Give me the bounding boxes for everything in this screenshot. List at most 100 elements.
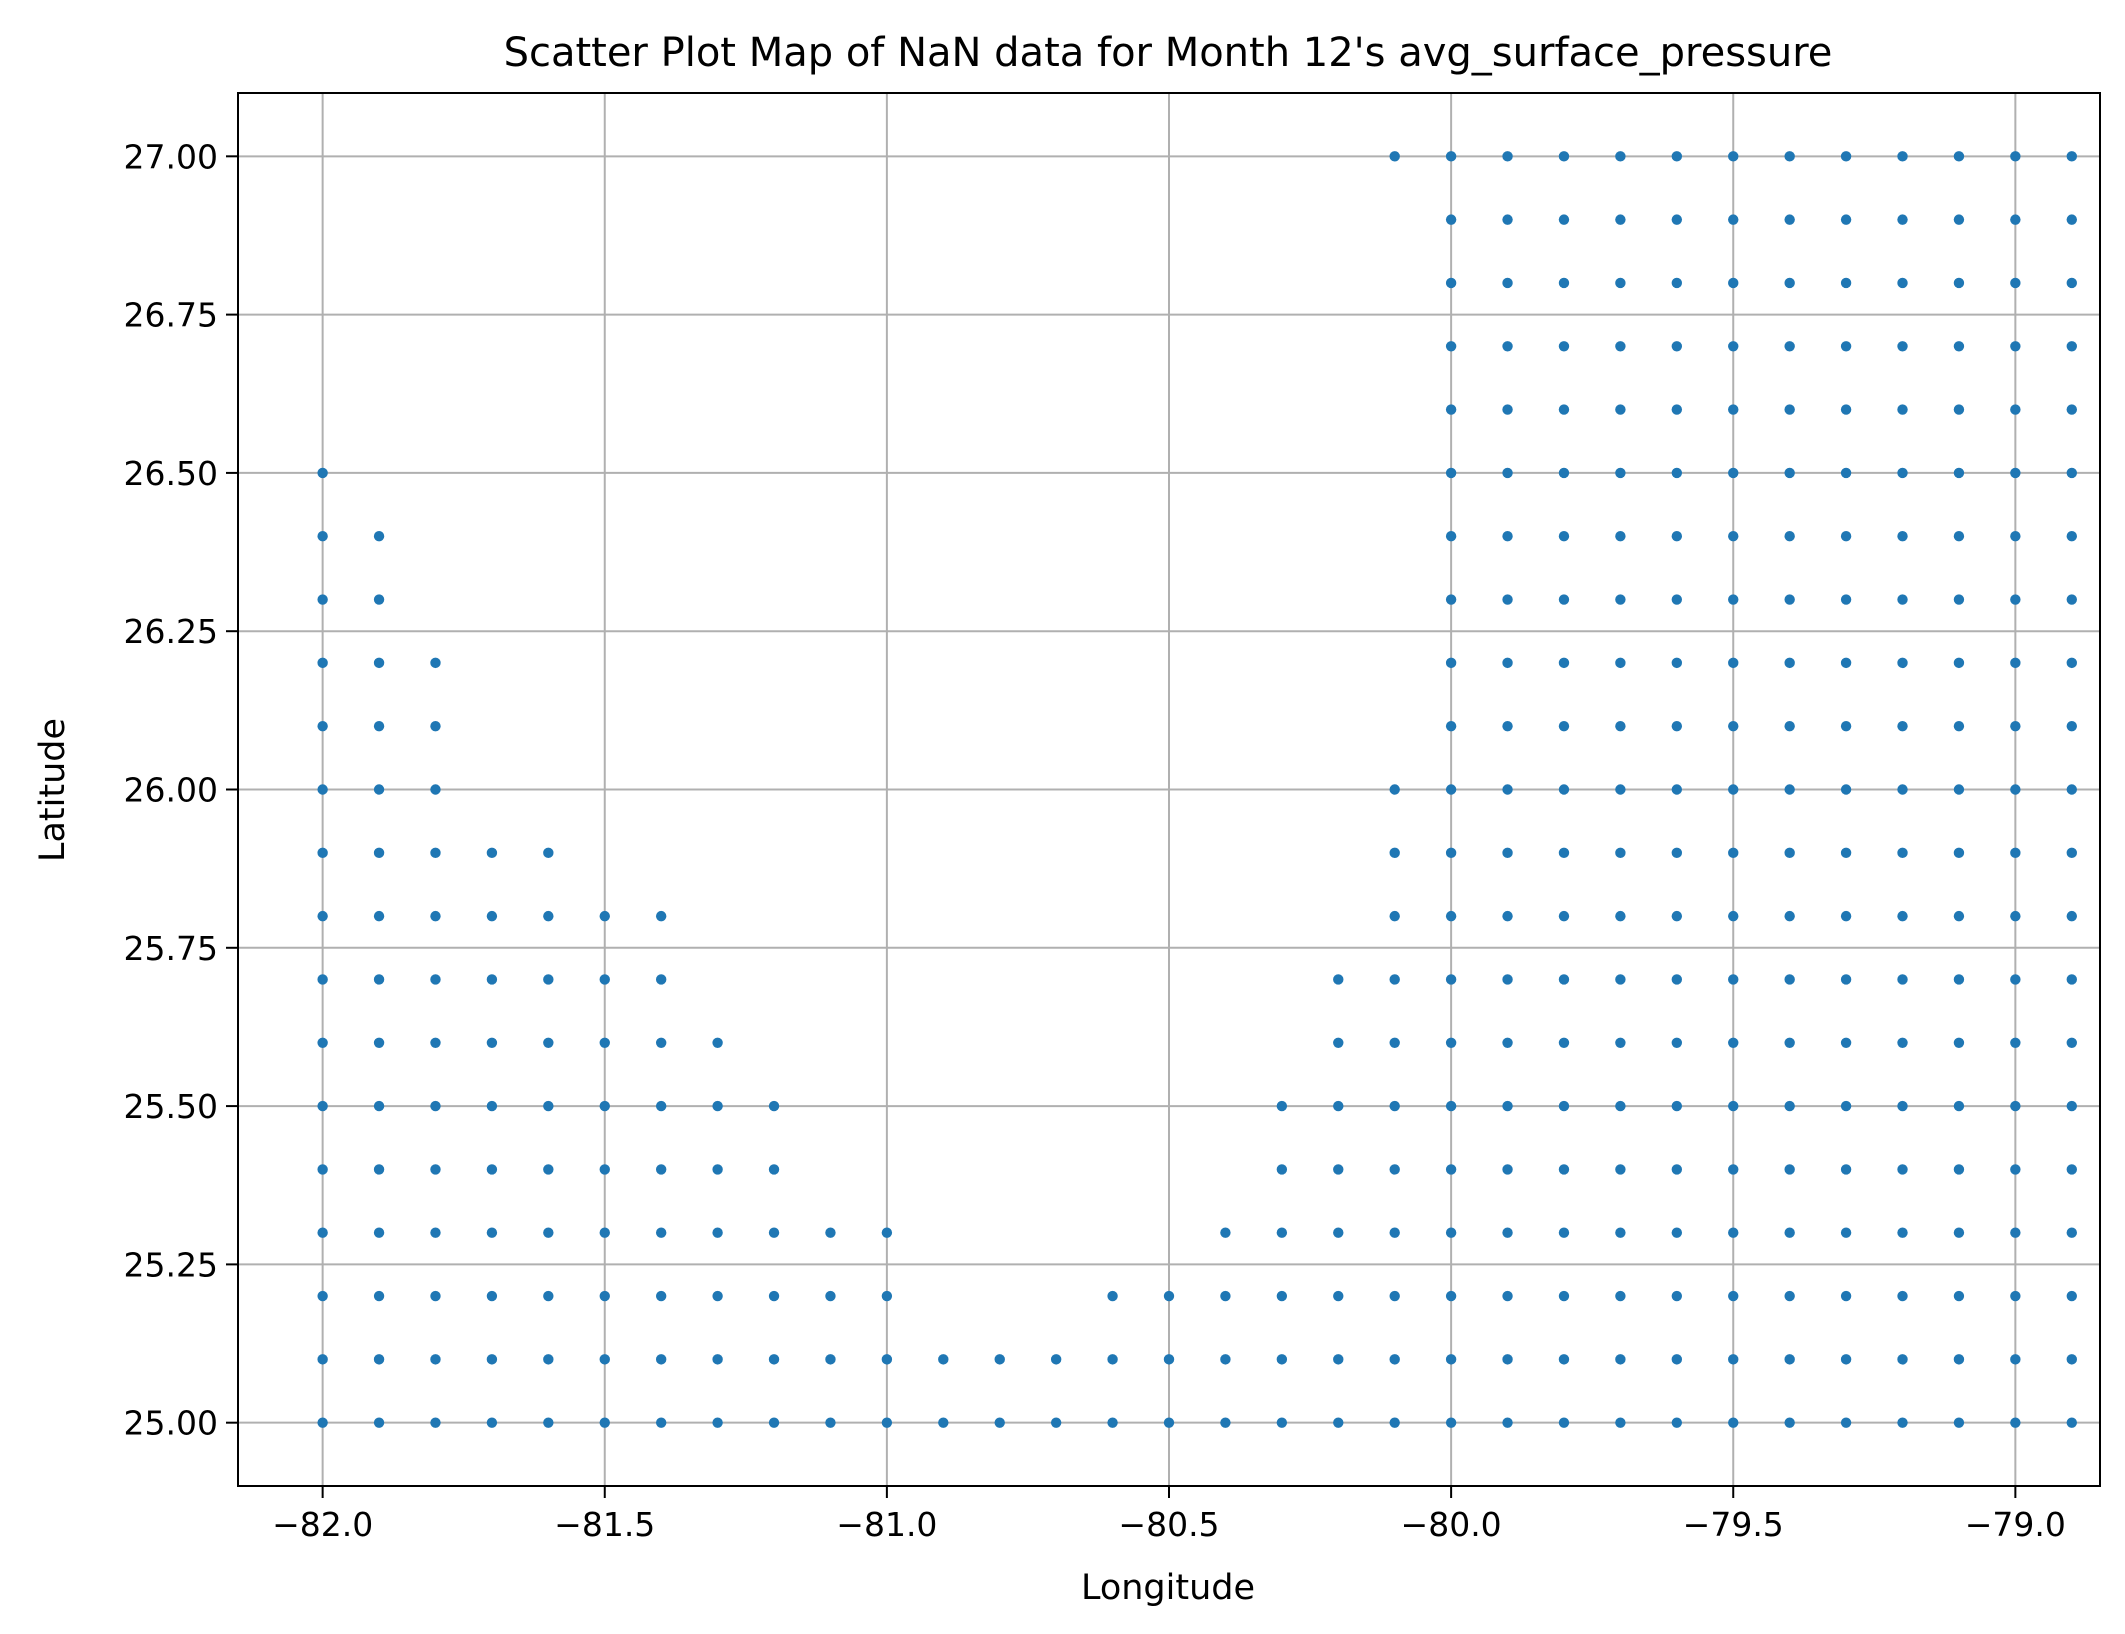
data-point	[373, 847, 385, 859]
data-point	[1953, 467, 1965, 479]
data-point	[1671, 720, 1683, 732]
data-point	[373, 594, 385, 605]
data-point	[1558, 847, 1570, 859]
data-point	[1953, 1354, 1965, 1365]
data-point	[1615, 910, 1626, 922]
data-point	[1276, 1354, 1288, 1365]
data-point	[1615, 531, 1626, 542]
data-point	[1615, 1290, 1626, 1302]
data-point	[2066, 1290, 2077, 1302]
data-point	[768, 1100, 780, 1112]
data-point	[1558, 531, 1570, 542]
data-point	[1784, 151, 1795, 162]
data-point	[1840, 404, 1852, 415]
data-point	[1728, 151, 1739, 162]
data-point	[994, 1417, 1005, 1428]
data-point	[1953, 594, 1965, 605]
data-point	[1728, 910, 1739, 922]
data-point	[1050, 1417, 1062, 1428]
data-point	[317, 594, 328, 605]
data-point	[938, 1417, 949, 1428]
data-point	[543, 1290, 554, 1302]
data-point	[1615, 277, 1626, 289]
data-point	[2066, 720, 2077, 732]
data-point	[430, 1417, 441, 1428]
data-point	[1728, 847, 1739, 859]
data-point	[1671, 151, 1683, 162]
y-axis-label: Latitude	[33, 718, 73, 862]
data-point	[599, 1037, 610, 1048]
data-point	[1558, 467, 1570, 479]
x-tick-label: −81.0	[836, 1505, 937, 1544]
data-point	[373, 531, 385, 542]
data-point	[1220, 1290, 1231, 1302]
data-point	[1784, 1354, 1795, 1365]
data-point	[1107, 1417, 1118, 1428]
x-tick-label: −80.5	[1118, 1505, 1219, 1544]
data-point	[2010, 404, 2021, 415]
data-point	[1558, 1100, 1570, 1112]
data-point	[1333, 1100, 1344, 1112]
data-point	[1953, 151, 1965, 162]
data-point	[1502, 1037, 1513, 1048]
data-point	[543, 1100, 554, 1112]
data-point	[1897, 1100, 1908, 1112]
data-point	[486, 847, 498, 859]
data-point	[1784, 1227, 1795, 1238]
data-point	[1220, 1354, 1231, 1365]
data-point	[881, 1417, 893, 1428]
data-point	[317, 910, 328, 922]
data-point	[317, 1290, 328, 1302]
data-point	[543, 1227, 554, 1238]
data-point	[430, 657, 441, 669]
data-point	[1953, 214, 1965, 225]
data-point	[1163, 1290, 1175, 1302]
data-point	[1558, 404, 1570, 415]
data-point	[1897, 594, 1908, 605]
data-point	[1276, 1100, 1288, 1112]
data-point	[1445, 594, 1457, 605]
data-point	[317, 467, 328, 479]
data-point	[1445, 910, 1457, 922]
data-point	[1840, 847, 1852, 859]
data-point	[1897, 531, 1908, 542]
data-point	[1333, 1227, 1344, 1238]
data-point	[1445, 467, 1457, 479]
data-point	[1671, 594, 1683, 605]
data-point	[655, 910, 667, 922]
data-point	[768, 1227, 780, 1238]
data-point	[2010, 1417, 2021, 1428]
data-point	[486, 1164, 498, 1175]
data-point	[1728, 1164, 1739, 1175]
data-point	[768, 1290, 780, 1302]
data-point	[2010, 910, 2021, 922]
data-point	[655, 1290, 667, 1302]
data-point	[1107, 1354, 1118, 1365]
data-point	[1840, 1354, 1852, 1365]
data-point	[317, 1164, 328, 1175]
data-point	[1220, 1417, 1231, 1428]
data-point	[1728, 1354, 1739, 1365]
data-point	[1445, 847, 1457, 859]
data-point	[881, 1354, 893, 1365]
data-point	[1276, 1290, 1288, 1302]
data-point	[317, 1227, 328, 1238]
data-point	[655, 1354, 667, 1365]
data-point	[1445, 341, 1457, 352]
data-point	[1840, 657, 1852, 669]
data-point	[373, 657, 385, 669]
data-point	[486, 974, 498, 985]
data-point	[712, 1164, 723, 1175]
data-point	[1389, 910, 1400, 922]
data-point	[1163, 1417, 1175, 1428]
data-point	[1840, 910, 1852, 922]
data-point	[1953, 277, 1965, 289]
data-point	[486, 1037, 498, 1048]
data-point	[317, 1100, 328, 1112]
data-point	[2010, 467, 2021, 479]
data-point	[2010, 1037, 2021, 1048]
data-point	[1220, 1227, 1231, 1238]
data-point	[1897, 847, 1908, 859]
data-point	[1445, 1164, 1457, 1175]
x-axis-label: Longitude	[1081, 1568, 1255, 1608]
